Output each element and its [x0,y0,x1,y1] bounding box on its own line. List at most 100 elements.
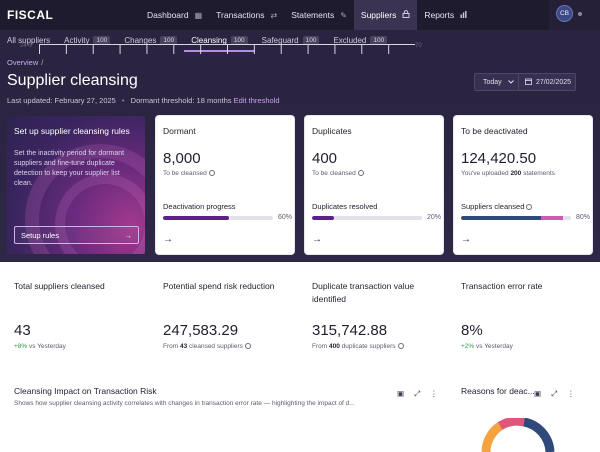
page-title: Supplier cleansing [7,72,138,89]
progress-fill [163,216,229,220]
setup-rules-card: Set up supplier cleansing rules Set the … [7,116,145,254]
card-title: Dormant [163,126,196,136]
nav-transactions[interactable]: Transactions ⇄ [209,0,284,30]
chart-grid [39,44,415,54]
breadcrumb-overview-link[interactable]: Overview [7,58,39,67]
to-be-deactivated-card[interactable]: To be deactivated 124,420.50 You've uplo… [454,116,592,254]
kpi-title: Total suppliers cleansed [14,281,105,291]
dormant-threshold-text: Dormant threshold: 18 months [130,96,232,105]
info-icon[interactable] [357,170,364,177]
info-icon[interactable] [397,343,404,350]
nav-statements[interactable]: Statements ✎ [284,0,354,30]
kpi-total-suppliers-cleansed: Total suppliers cleansed 43 +8% vs Yeste… [14,276,154,376]
chart-description: Shows how supplier cleansing activity co… [14,400,355,407]
reasons-tools: ▣ ⤢ ⋮ [534,389,575,399]
pencil-icon: ✎ [340,10,347,20]
tab-label: Safeguard [261,35,299,45]
nav-transactions-label: Transactions [216,10,265,20]
tab-changes[interactable]: Changes 100 [117,30,184,52]
kpi-subtitle: From 400 duplicate suppliers [312,343,404,350]
kpi-sub-text: vs Yesterday [27,343,66,350]
card-value: 124,420.50 [461,150,537,167]
breadcrumb-separator: / [41,58,44,67]
info-icon[interactable] [208,170,215,177]
tab-label: Activity [64,35,90,45]
app-logo[interactable]: FISCAL [7,8,54,22]
decorative-swirl [55,174,145,254]
arrow-right-icon[interactable]: → [312,234,322,245]
date-input[interactable]: 27/02/2025 [519,78,571,87]
progress-label-text: Suppliers cleansed [461,202,525,211]
nav-reports[interactable]: Reports [417,0,474,30]
more-icon[interactable]: ⋮ [567,389,575,398]
arrow-right-icon[interactable]: → [163,234,173,245]
progress-fill [312,216,334,220]
arrow-right-icon[interactable]: → [461,234,471,245]
date-range-select[interactable]: Today [475,74,519,90]
expand-icon[interactable]: ⤢ [414,389,421,398]
tab-cleansing[interactable]: Cleansing 100 [184,30,255,52]
kpi-transaction-error-rate: Transaction error rate 8% +2% vs Yesterd… [461,276,600,376]
tab-label: Excluded [333,35,367,45]
more-icon[interactable]: ⋮ [430,389,438,398]
kpi-title: Duplicate transaction value identified [312,281,415,304]
tab-safeguard[interactable]: Safeguard 100 [255,30,327,52]
card-sub-text: To be cleansed [163,170,207,177]
setup-rules-label: Setup rules [21,230,59,240]
kpi-sub-text-after: duplicate suppliers [339,343,396,350]
last-updated-text: Last updated: February 27, 2025 [7,96,116,105]
kpi-subtitle: From 43 cleansed suppliers [163,343,251,350]
expand-icon[interactable]: ⤢ [551,389,558,398]
main-nav: Dashboard ▦ Transactions ⇄ Statements ✎ … [140,0,474,30]
info-icon[interactable] [244,343,251,350]
nav-reports-label: Reports [424,10,455,20]
progress-label: Suppliers cleansed [461,202,533,211]
setup-rules-button[interactable]: Setup rules → [14,226,139,244]
nav-statements-label: Statements [291,10,335,20]
kpi-value: 8% [461,322,483,339]
kpi-value: 43 [14,322,31,339]
nav-suppliers[interactable]: Suppliers [353,0,418,30]
donut-segment-navy [522,418,555,452]
count-badge: 100 [93,35,111,45]
duplicates-card[interactable]: Duplicates 400 To be cleansed Duplicates… [305,116,443,254]
card-subtitle: To be cleansed [163,170,215,177]
save-icon[interactable]: ▣ [534,389,542,398]
reasons-for-deactivation-panel: Reasons for deac... ▣ ⤢ ⋮ [454,380,600,452]
kpi-subtitle: +2% vs Yesterday [461,343,513,350]
count-badge: 100 [370,35,388,45]
tab-excluded[interactable]: Excluded 100 [326,30,394,52]
top-navigation: FISCAL Dashboard ▦ Transactions ⇄ Statem… [0,0,600,30]
count-badge: 100 [230,35,248,45]
kpi-value: 247,583.29 [163,322,239,339]
progress-label: Deactivation progress [163,202,236,211]
progress-percent: 60% [278,214,293,221]
progress-bar [312,216,422,220]
bar-chart-icon [460,10,467,20]
progress-percent: 80% [576,214,591,221]
info-icon[interactable] [526,204,533,211]
lock-icon [402,10,410,20]
nav-dashboard[interactable]: Dashboard ▦ [140,0,209,30]
card-subtitle: You've uploaded 200 statements [461,170,555,177]
tab-all-suppliers[interactable]: All suppliers [0,30,57,52]
avatar[interactable]: CB [556,5,573,22]
kpi-delta: +8% [14,343,28,350]
tab-label: Cleansing [191,35,227,45]
date-value: 27/02/2025 [536,78,572,86]
breadcrumb: Overview / [7,58,43,67]
kpi-duplicate-transaction-value: Duplicate transaction value identified 3… [312,276,452,376]
date-picker: Today 27/02/2025 [474,73,576,91]
kpi-value: 315,742.88 [312,322,388,339]
progress-percent: 20% [427,214,442,221]
edit-threshold-link[interactable]: Edit threshold [233,96,280,105]
save-icon[interactable]: ▣ [397,389,405,398]
chart-tools: ▣ ⤢ ⋮ [397,389,438,399]
card-sub-text-after: statements [521,170,555,177]
kpi-spend-risk-reduction: Potential spend risk reduction 247,583.2… [163,276,303,376]
count-badge: 100 [160,35,178,45]
reasons-title: Reasons for deac... [461,386,535,396]
tab-activity[interactable]: Activity 100 [57,30,117,52]
dormant-card[interactable]: Dormant 8,000 To be cleansed Deactivatio… [156,116,294,254]
kpi-sub-text: From [163,343,180,350]
